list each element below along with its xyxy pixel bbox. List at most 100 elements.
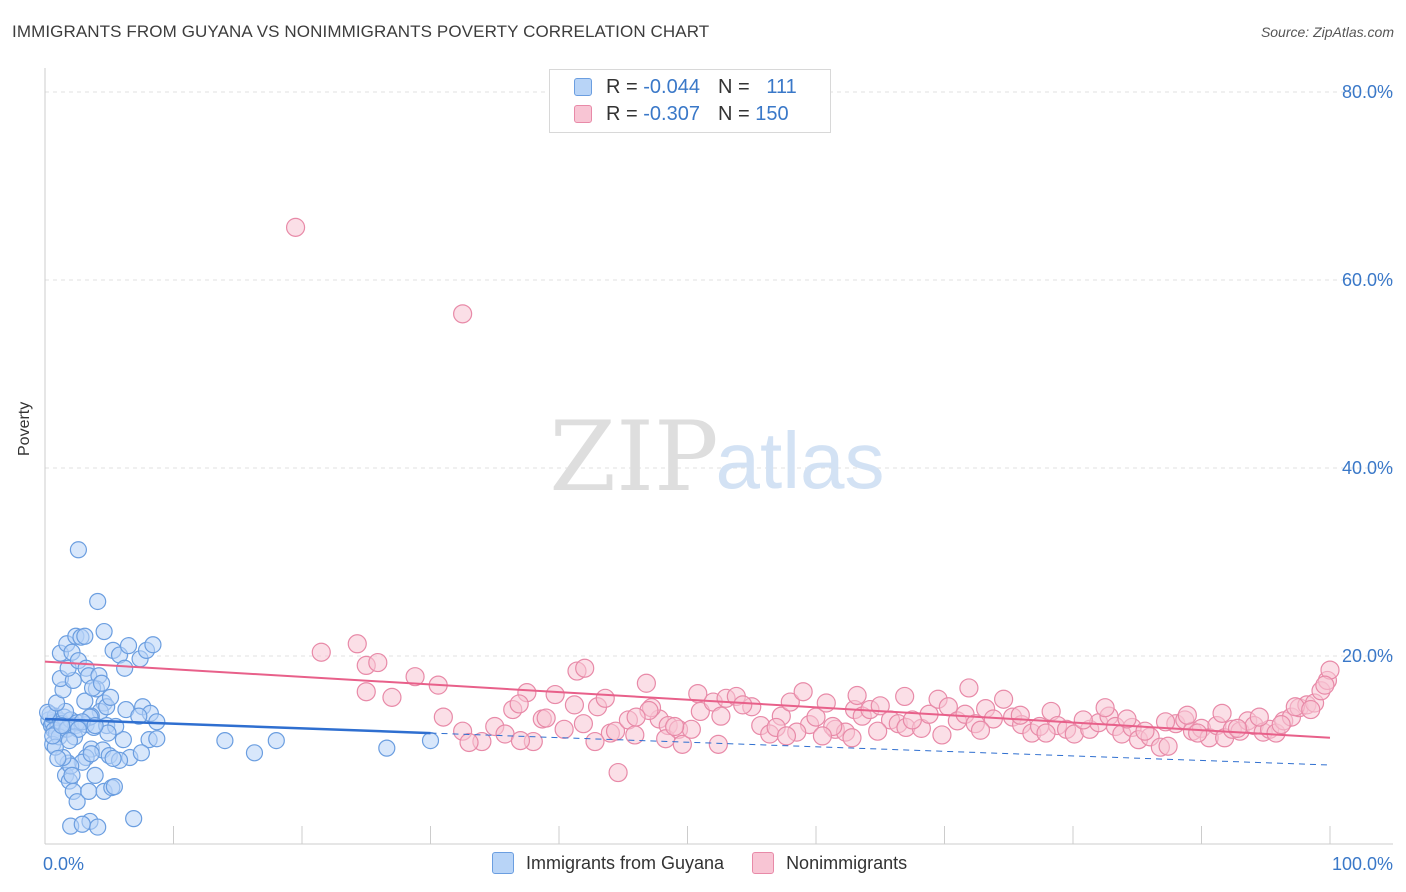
data-point-nonimmigrants (1095, 698, 1115, 718)
data-point-nonimmigrants (1073, 710, 1093, 730)
data-point-nonimmigrants (433, 707, 453, 727)
data-point-nonimmigrants (895, 686, 915, 707)
data-point-immigrants (80, 782, 98, 800)
data-point-nonimmigrants (842, 728, 862, 748)
data-point-immigrants (132, 744, 150, 762)
data-point-nonimmigrants (776, 726, 797, 746)
data-point-nonimmigrants (672, 734, 692, 754)
data-point-immigrants (86, 766, 104, 784)
legend-item-immigrants[interactable]: Immigrants from Guyana (492, 852, 724, 874)
data-point-nonimmigrants (575, 658, 595, 678)
data-point-nonimmigrants (1188, 723, 1208, 743)
x-tick-label-min: 0.0% (43, 854, 84, 874)
data-point-nonimmigrants (1249, 707, 1269, 727)
data-point-nonimmigrants (509, 694, 529, 714)
legend-swatch-blue (574, 78, 592, 96)
legend-label-immigrants: Immigrants from Guyana (526, 852, 725, 873)
data-point-nonimmigrants (733, 695, 753, 715)
data-point-nonimmigrants (868, 721, 888, 741)
data-point-nonimmigrants (994, 689, 1014, 709)
trend-lines (44, 660, 1331, 766)
watermark-zip: ZIP (549, 401, 718, 513)
data-point-nonimmigrants (536, 708, 556, 728)
data-point-immigrants (144, 636, 162, 654)
data-point-nonimmigrants (1117, 709, 1137, 729)
data-point-immigrants (148, 730, 166, 748)
data-point-immigrants (130, 707, 148, 725)
data-point-nonimmigrants (847, 685, 867, 706)
data-point-immigrants (421, 731, 440, 750)
data-point-nonimmigrants (1135, 721, 1155, 741)
r-value-immigrants: -0.044 (643, 75, 700, 98)
data-point-nonimmigrants (1158, 736, 1178, 756)
data-point-immigrants (101, 688, 120, 706)
series-immigrants-points (38, 541, 440, 836)
data-point-nonimmigrants (595, 688, 615, 708)
data-point-nonimmigrants (688, 683, 708, 704)
data-point-immigrants (114, 731, 132, 749)
data-point-immigrants (69, 541, 88, 559)
data-point-nonimmigrants (1155, 712, 1176, 732)
data-point-nonimmigrants (605, 721, 626, 741)
data-point-immigrants (49, 749, 67, 768)
n-label: N = (717, 75, 750, 98)
data-point-immigrants (267, 731, 285, 750)
watermark-atlas: atlas (716, 416, 885, 505)
y-tick-label: 20.0% (1342, 646, 1393, 666)
data-point-immigrants (76, 627, 94, 645)
data-point-nonimmigrants (970, 720, 991, 740)
data-point-nonimmigrants (1212, 703, 1232, 723)
data-point-immigrants (245, 744, 264, 762)
legend-item-nonimmigrants[interactable]: Nonimmigrants (752, 852, 907, 874)
series-legend: Immigrants from Guyana Nonimmigrants (492, 852, 935, 874)
data-point-nonimmigrants (459, 732, 479, 753)
data-point-nonimmigrants (1177, 705, 1197, 725)
data-point-immigrants (82, 745, 100, 763)
y-tick-label: 80.0% (1342, 82, 1393, 102)
data-point-nonimmigrants (573, 714, 594, 734)
data-point-immigrants (89, 818, 107, 836)
y-tick-label: 60.0% (1342, 270, 1393, 290)
gridlines (45, 91, 1393, 657)
y-axis-label: Poverty (16, 401, 33, 456)
data-point-immigrants (378, 739, 396, 757)
legend-row-nonimmigrants: R = -0.307 N = 150 (574, 102, 789, 126)
data-point-immigrants (119, 637, 138, 655)
data-point-nonimmigrants (708, 734, 728, 754)
data-point-immigrants (92, 674, 111, 692)
y-tick-label: 40.0% (1342, 458, 1393, 478)
data-point-immigrants (104, 749, 122, 768)
data-point-nonimmigrants (959, 678, 979, 698)
data-point-nonimmigrants (1301, 699, 1321, 720)
data-point-nonimmigrants (382, 687, 402, 707)
r-value-nonimmigrants: -0.307 (643, 102, 700, 125)
data-point-nonimmigrants (812, 726, 833, 746)
data-point-nonimmigrants (681, 719, 701, 739)
data-point-nonimmigrants (545, 684, 565, 705)
data-point-immigrants (60, 731, 79, 750)
data-point-nonimmigrants (1227, 718, 1248, 738)
data-point-nonimmigrants (311, 642, 331, 662)
data-point-nonimmigrants (932, 725, 952, 745)
legend-row-immigrants: R = -0.044 N = 111 (574, 75, 797, 99)
data-point-immigrants (89, 592, 107, 611)
chart-title: IMMIGRANTS FROM GUYANA VS NONIMMIGRANTS … (12, 22, 710, 41)
data-point-nonimmigrants (625, 725, 645, 745)
data-point-nonimmigrants (665, 716, 685, 737)
data-point-nonimmigrants (510, 730, 531, 751)
trend-line-nonimmigrants (44, 660, 1331, 739)
data-point-nonimmigrants (554, 719, 574, 739)
data-point-immigrants (99, 724, 117, 742)
r-label: R = (606, 102, 638, 125)
data-point-immigrants (95, 622, 113, 641)
data-point-nonimmigrants (585, 731, 605, 752)
legend-swatch-blue (492, 852, 514, 874)
trend-line-immigrants (44, 717, 431, 735)
data-point-nonimmigrants (564, 695, 585, 715)
data-point-nonimmigrants (453, 304, 473, 324)
data-point-nonimmigrants (1010, 705, 1030, 725)
data-point-nonimmigrants (1036, 723, 1056, 743)
data-point-nonimmigrants (347, 634, 367, 654)
data-point-immigrants (53, 716, 71, 735)
